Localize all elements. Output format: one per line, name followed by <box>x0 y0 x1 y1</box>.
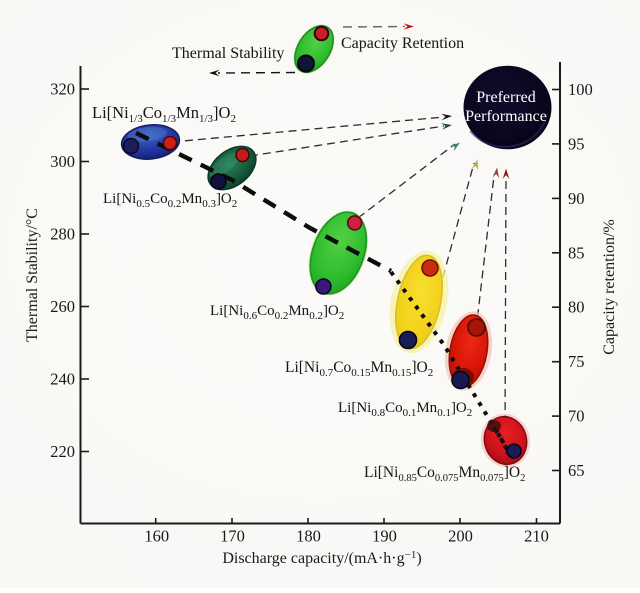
svg-text:90: 90 <box>568 189 585 208</box>
svg-text:300: 300 <box>50 152 75 171</box>
svg-text:280: 280 <box>50 225 75 244</box>
svg-text:75: 75 <box>568 352 585 371</box>
svg-text:220: 220 <box>50 442 75 461</box>
svg-text:240: 240 <box>50 370 75 389</box>
svg-text:170: 170 <box>220 527 245 546</box>
svg-text:Li[Ni0.6Co0.2Mn0.2]O2: Li[Ni0.6Co0.2Mn0.2]O2 <box>210 303 344 322</box>
svg-text:200: 200 <box>448 527 473 546</box>
svg-text:Li[Ni0.5Co0.2Mn0.3]O2: Li[Ni0.5Co0.2Mn0.3]O2 <box>103 191 237 210</box>
svg-text:Li[Ni0.8Co0.1Mn0.1]O2: Li[Ni0.8Co0.1Mn0.1]O2 <box>338 400 472 419</box>
svg-text:Thermal Stability: Thermal Stability <box>172 45 284 62</box>
svg-text:65: 65 <box>568 461 585 480</box>
svg-text:320: 320 <box>50 80 75 99</box>
svg-text:Li[Ni0.85Co0.075Mn0.075]O2: Li[Ni0.85Co0.075Mn0.075]O2 <box>364 464 525 484</box>
svg-text:Li[Ni1/3Co1/3Mn1/3]O2: Li[Ni1/3Co1/3Mn1/3]O2 <box>92 103 236 125</box>
svg-text:Li[Ni0.7Co0.15Mn0.15]O2: Li[Ni0.7Co0.15Mn0.15]O2 <box>285 359 433 379</box>
svg-text:Thermal Stability/°C: Thermal Stability/°C <box>24 208 41 342</box>
svg-text:190: 190 <box>372 527 397 546</box>
svg-text:80: 80 <box>568 298 585 317</box>
svg-text:85: 85 <box>568 243 585 262</box>
svg-text:Capacity Retention: Capacity Retention <box>341 35 464 52</box>
svg-text:100: 100 <box>568 80 593 99</box>
svg-text:Discharge capacity/(mA·h·g−1): Discharge capacity/(mA·h·g−1) <box>222 549 421 567</box>
svg-text:Capacity retention/%: Capacity retention/% <box>601 219 618 355</box>
svg-text:160: 160 <box>144 527 169 546</box>
svg-text:210: 210 <box>524 527 549 546</box>
svg-text:260: 260 <box>50 297 75 316</box>
svg-text:95: 95 <box>568 134 585 153</box>
svg-text:180: 180 <box>296 527 321 546</box>
svg-text:Preferred: Preferred <box>476 89 536 106</box>
svg-text:70: 70 <box>568 407 585 426</box>
svg-text:Performance: Performance <box>465 108 547 125</box>
